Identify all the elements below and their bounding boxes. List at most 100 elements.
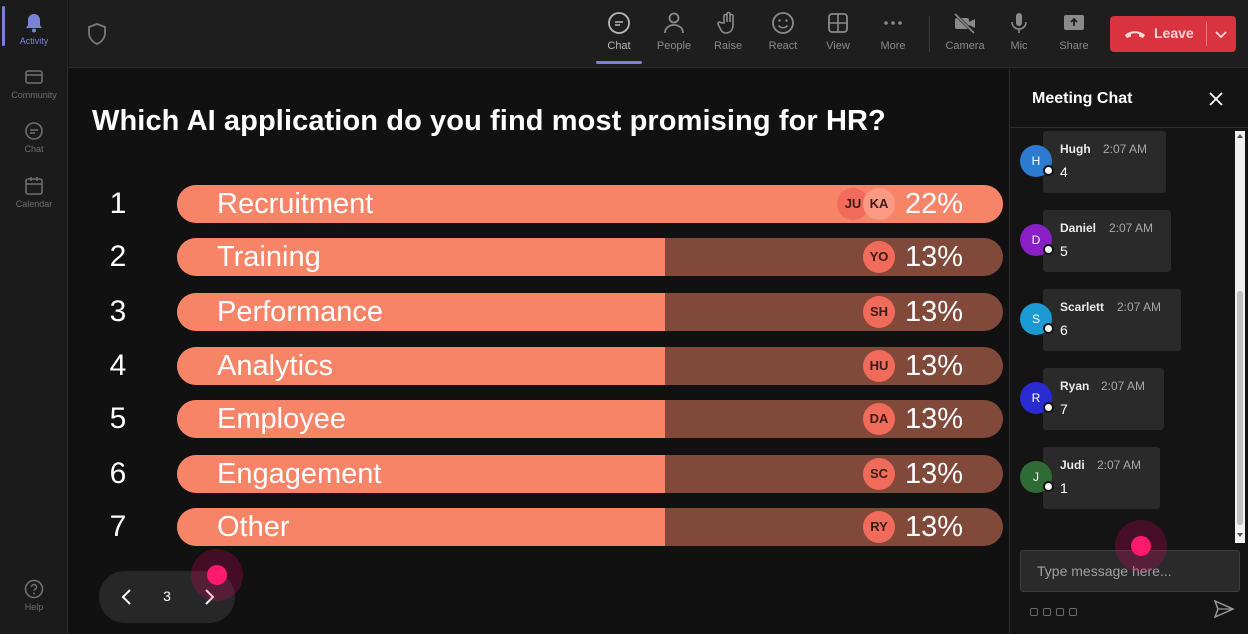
toolbar-view-button[interactable]: View (813, 10, 863, 52)
toolbar-mic-button[interactable]: Mic (994, 10, 1044, 52)
hand-icon (717, 11, 734, 34)
poll-option-number: 2 (109, 240, 127, 273)
poll-option-row[interactable]: 7 Other 13% RY (69, 508, 1008, 546)
poll-option-label: Employee (217, 403, 346, 435)
attach-icon[interactable] (1043, 608, 1051, 616)
toolbar-button-label: Mic (1010, 40, 1028, 52)
poll-result-bar: Engagement 13% SC (177, 455, 1003, 493)
voter-avatar-chip: RY (863, 511, 895, 543)
rail-item-help[interactable]: Help (0, 578, 68, 612)
poll-option-percent: 13% (904, 511, 963, 543)
pointer-highlight (1115, 520, 1167, 572)
toolbar-button-label: Camera (945, 40, 985, 52)
chevron-left-icon[interactable] (117, 587, 137, 607)
poll-option-row[interactable]: 3 Performance 13% SH (69, 293, 1008, 331)
chat-scrollbar-thumb[interactable] (1237, 291, 1243, 525)
rail-item-community[interactable]: Community (0, 66, 68, 100)
chat-message-bubble: Scarlett 2:07 AM 6 (1043, 289, 1181, 351)
poll-option-label: Recruitment (217, 188, 374, 220)
toolbar-button-label: More (880, 40, 906, 52)
scroll-up-icon[interactable] (1236, 132, 1244, 140)
gif-icon[interactable] (1069, 608, 1077, 616)
rail-item-calendar[interactable]: Calendar (0, 175, 68, 209)
share-icon (1064, 15, 1084, 30)
chat-sender-name: Ryan (1060, 379, 1090, 393)
community-icon (25, 70, 43, 84)
chat-icon (25, 122, 43, 140)
poll-option-row[interactable]: 2 Training 13% YO (69, 238, 1008, 276)
poll-option-percent: 13% (904, 350, 963, 382)
chevron-down-icon[interactable] (1214, 28, 1228, 40)
active-tab-underline (596, 61, 642, 64)
poll-result-fill (177, 455, 665, 493)
mic-icon (1011, 13, 1027, 33)
toolbar-separator (929, 16, 930, 52)
chat-divider (1010, 127, 1248, 128)
app-rail: Activity Community Chat Calendar Help (0, 0, 68, 634)
bell-icon (26, 14, 42, 33)
voter-avatar-chip: KA (863, 188, 895, 220)
chat-sender-name: Scarlett (1060, 300, 1105, 314)
poll-option-number: 6 (109, 457, 127, 490)
toolbar-react-button[interactable]: React (758, 10, 808, 52)
chat-message-text: 1 (1060, 480, 1068, 496)
poll-option-row[interactable]: 1 Recruitment 22% JU KA (69, 185, 1008, 223)
poll-stage: Which AI application do you find most pr… (69, 69, 1008, 634)
send-icon[interactable] (1214, 600, 1234, 618)
toolbar-camera-button[interactable]: Camera (940, 10, 990, 52)
rail-item-label: Calendar (15, 199, 53, 209)
poll-option-label: Analytics (217, 350, 334, 382)
toolbar-share-button[interactable]: Share (1049, 10, 1099, 52)
toolbar-button-label: Share (1059, 40, 1089, 52)
rail-item-activity[interactable]: Activity (0, 12, 68, 46)
poll-result-fill (177, 238, 665, 276)
poll-question: Which AI application do you find most pr… (92, 105, 886, 137)
page-number: 3 (163, 588, 171, 604)
poll-option-label: Engagement (217, 458, 382, 490)
close-icon[interactable] (1208, 91, 1224, 107)
poll-option-percent: 13% (904, 296, 963, 328)
format-icon[interactable] (1030, 608, 1038, 616)
rail-item-chat[interactable]: Chat (0, 120, 68, 154)
toolbar-chat-button[interactable]: Chat (594, 10, 644, 52)
toolbar-button-label: Raise (713, 40, 743, 52)
poll-result-bar: Analytics 13% HU (177, 347, 1003, 385)
toolbar-more-button[interactable]: More (868, 10, 918, 52)
smiley-icon (772, 12, 794, 34)
chat-timestamp: 2:07 AM (1117, 300, 1162, 314)
voter-avatar-chip: SC (863, 458, 895, 490)
chat-message-bubble: Hugh 2:07 AM 4 (1043, 131, 1166, 193)
scroll-down-icon[interactable] (1236, 531, 1244, 539)
leave-button[interactable]: Leave (1110, 16, 1236, 52)
poll-result-bar: Other 13% RY (177, 508, 1003, 546)
poll-result-fill (177, 400, 665, 438)
poll-option-percent: 22% (904, 188, 963, 220)
voter-avatar-chip: YO (863, 241, 895, 273)
poll-option-percent: 13% (904, 458, 963, 490)
poll-option-row[interactable]: 4 Analytics 13% HU (69, 347, 1008, 385)
hang-up-icon (1125, 31, 1145, 38)
toolbar-raise-button[interactable]: Raise (703, 10, 753, 52)
emoji-icon[interactable] (1056, 608, 1064, 616)
toolbar-button-label: View (826, 40, 850, 52)
poll-option-row[interactable]: 6 Engagement 13% SC (69, 455, 1008, 493)
toolbar-button-label: React (768, 40, 798, 52)
poll-option-row[interactable]: 5 Employee 13% DA (69, 400, 1008, 438)
rail-active-indicator (2, 6, 5, 46)
rail-item-label: Community (11, 90, 57, 100)
chat-message-input[interactable] (1020, 550, 1240, 592)
poll-result-bar: Employee 13% DA (177, 400, 1003, 438)
presence-dot (1043, 402, 1054, 413)
chat-message-bubble: Ryan 2:07 AM 7 (1043, 368, 1164, 430)
presence-dot (1043, 165, 1054, 176)
voter-avatar-chip: HU (863, 350, 895, 382)
poll-option-label: Performance (217, 296, 384, 328)
chat-message-text: 5 (1060, 243, 1068, 259)
chat-sender-name: Judi (1060, 458, 1085, 472)
meeting-chat-panel: Meeting Chat Hugh 2:07 AM 4 H Daniel 2:07 AM 5… (1009, 69, 1248, 634)
poll-option-label: Other (217, 511, 290, 543)
poll-option-percent: 13% (904, 403, 963, 435)
shield-icon[interactable] (87, 23, 107, 45)
toolbar-people-button[interactable]: People (649, 10, 699, 52)
chevron-right-icon[interactable] (199, 587, 219, 607)
